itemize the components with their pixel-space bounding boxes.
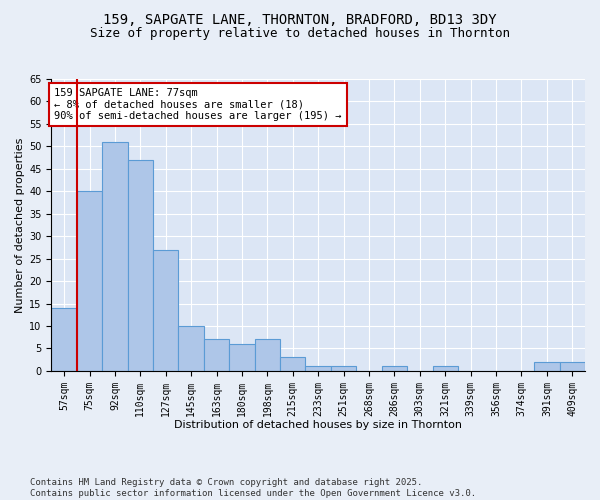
Bar xyxy=(153,250,178,371)
Bar xyxy=(229,344,254,371)
Bar xyxy=(178,326,204,371)
Bar xyxy=(433,366,458,371)
Y-axis label: Number of detached properties: Number of detached properties xyxy=(15,137,25,312)
Bar xyxy=(534,362,560,371)
Text: 159 SAPGATE LANE: 77sqm
← 8% of detached houses are smaller (18)
90% of semi-det: 159 SAPGATE LANE: 77sqm ← 8% of detached… xyxy=(54,88,341,121)
Bar xyxy=(52,308,77,371)
Bar xyxy=(382,366,407,371)
Bar xyxy=(305,366,331,371)
Bar xyxy=(560,362,585,371)
Bar xyxy=(102,142,128,371)
Bar xyxy=(128,160,153,371)
Bar xyxy=(204,340,229,371)
Bar xyxy=(254,340,280,371)
Text: Contains HM Land Registry data © Crown copyright and database right 2025.
Contai: Contains HM Land Registry data © Crown c… xyxy=(30,478,476,498)
Text: Size of property relative to detached houses in Thornton: Size of property relative to detached ho… xyxy=(90,28,510,40)
Bar xyxy=(77,192,102,371)
Text: 159, SAPGATE LANE, THORNTON, BRADFORD, BD13 3DY: 159, SAPGATE LANE, THORNTON, BRADFORD, B… xyxy=(103,12,497,26)
Bar xyxy=(280,358,305,371)
X-axis label: Distribution of detached houses by size in Thornton: Distribution of detached houses by size … xyxy=(174,420,462,430)
Bar xyxy=(331,366,356,371)
